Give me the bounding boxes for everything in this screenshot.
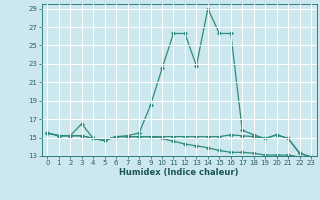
X-axis label: Humidex (Indice chaleur): Humidex (Indice chaleur) — [119, 168, 239, 177]
